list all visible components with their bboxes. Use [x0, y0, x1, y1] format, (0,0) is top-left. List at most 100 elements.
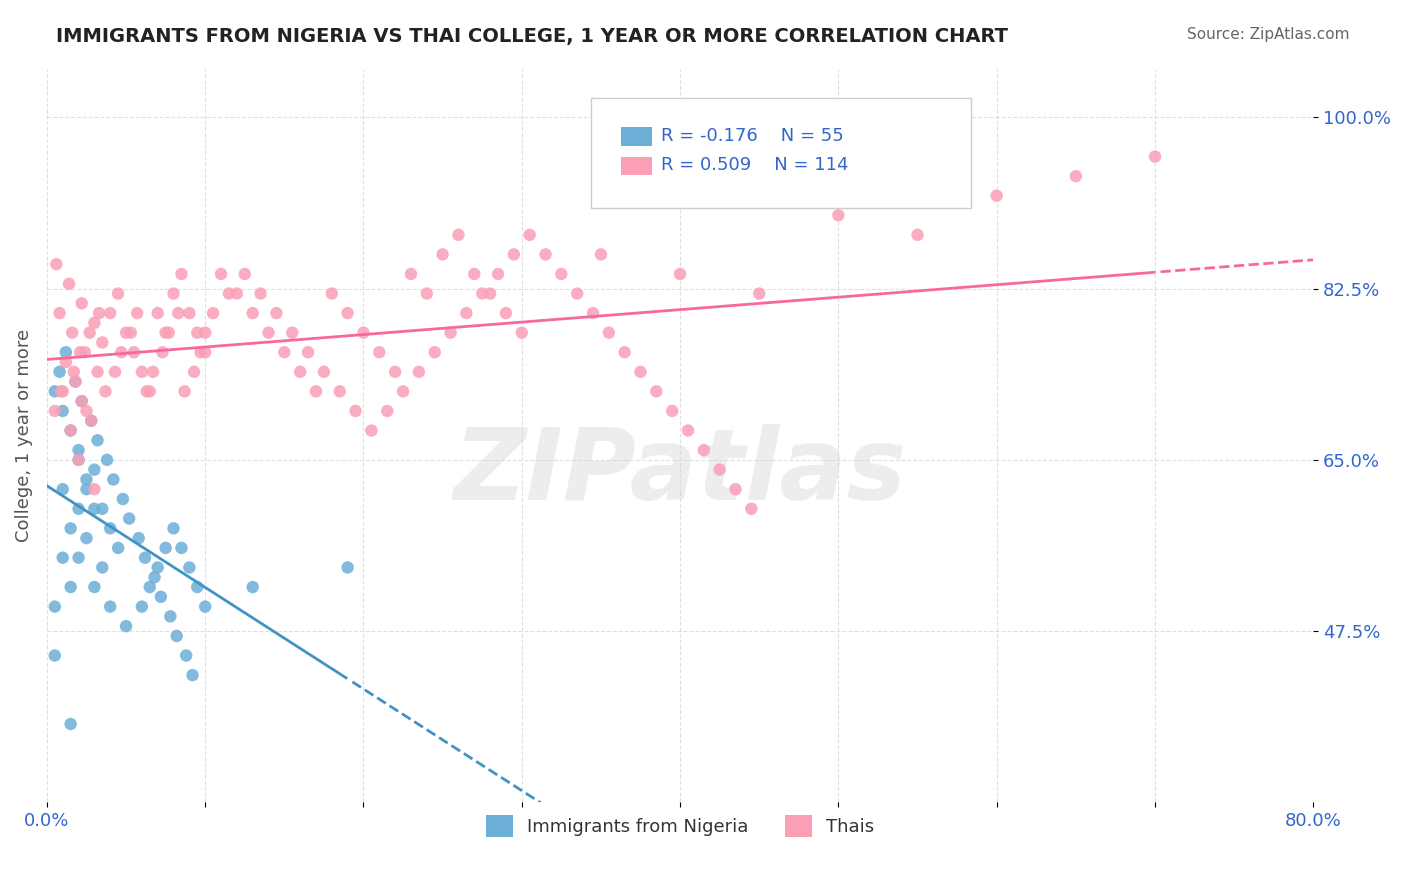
Point [86, 434, 108, 448]
Point [510, 326, 533, 340]
Point [127, 306, 149, 320]
Point [59, 424, 82, 438]
Point [96, 453, 118, 467]
Point [288, 365, 311, 379]
Point [104, 365, 127, 379]
Point [740, 501, 762, 516]
Point [48, 365, 70, 379]
Point [67, 453, 90, 467]
Point [94, 384, 117, 399]
Point [534, 247, 557, 261]
Point [471, 286, 494, 301]
FancyBboxPatch shape [620, 128, 652, 145]
Point [186, 580, 208, 594]
Point [91, 560, 114, 574]
Point [242, 306, 264, 320]
Point [134, 550, 156, 565]
Point [79, 326, 101, 340]
Point [336, 560, 359, 574]
Text: R = -0.176    N = 55: R = -0.176 N = 55 [661, 127, 844, 145]
Point [157, 326, 180, 340]
Point [589, 247, 612, 261]
Point [75, 482, 97, 496]
Point [502, 247, 524, 261]
Text: Source: ZipAtlas.com: Source: ZipAtlas.com [1187, 27, 1350, 42]
Text: IMMIGRANTS FROM NIGERIA VS THAI COLLEGE, 1 YEAR OR MORE CORRELATION CHART: IMMIGRANTS FROM NIGERIA VS THAI COLLEGE,… [56, 27, 1008, 45]
Point [83, 316, 105, 330]
Point [181, 668, 204, 682]
Point [120, 326, 142, 340]
Point [170, 541, 193, 555]
Point [233, 267, 256, 281]
Point [598, 326, 620, 340]
Point [416, 286, 439, 301]
Point [128, 531, 150, 545]
Point [62, 365, 84, 379]
Point [75, 531, 97, 545]
Point [139, 580, 162, 594]
Point [194, 326, 217, 340]
Point [122, 345, 145, 359]
Point [55, 345, 77, 359]
Point [630, 365, 652, 379]
Point [107, 286, 129, 301]
Point [202, 306, 225, 320]
Point [115, 326, 138, 340]
Point [582, 306, 605, 320]
Point [360, 424, 382, 438]
Point [645, 384, 668, 399]
Point [131, 599, 153, 614]
Point [80, 414, 103, 428]
Point [392, 384, 415, 399]
Point [312, 365, 335, 379]
Point [173, 384, 195, 399]
Point [447, 227, 470, 242]
Point [669, 267, 692, 281]
Point [149, 590, 172, 604]
Point [107, 541, 129, 555]
Point [174, 648, 197, 663]
Point [827, 208, 849, 222]
Point [166, 629, 188, 643]
Point [44, 648, 66, 663]
Point [190, 345, 212, 359]
Point [83, 482, 105, 496]
Point [162, 286, 184, 301]
Y-axis label: College, 1 year or more: College, 1 year or more [15, 329, 32, 542]
Point [142, 365, 165, 379]
Point [1064, 169, 1087, 183]
Point [75, 404, 97, 418]
Point [550, 267, 572, 281]
Point [456, 306, 478, 320]
Point [65, 375, 87, 389]
Point [67, 453, 90, 467]
Point [353, 326, 375, 340]
Point [297, 345, 319, 359]
Point [519, 227, 541, 242]
Point [98, 521, 121, 535]
Point [83, 462, 105, 476]
Point [368, 345, 391, 359]
Point [281, 326, 304, 340]
Point [907, 227, 929, 242]
Text: ZIPatlas: ZIPatlas [454, 424, 907, 521]
FancyBboxPatch shape [592, 98, 972, 208]
Point [86, 365, 108, 379]
Point [159, 609, 181, 624]
Point [273, 345, 295, 359]
Point [52, 384, 75, 399]
Point [218, 286, 240, 301]
Point [242, 580, 264, 594]
Point [70, 394, 93, 409]
Point [567, 286, 589, 301]
Point [661, 404, 683, 418]
Point [155, 541, 177, 555]
Point [110, 345, 132, 359]
Point [83, 580, 105, 594]
Point [67, 550, 90, 565]
Point [67, 501, 90, 516]
Point [59, 424, 82, 438]
Point [80, 414, 103, 428]
Point [98, 306, 121, 320]
Point [73, 345, 96, 359]
